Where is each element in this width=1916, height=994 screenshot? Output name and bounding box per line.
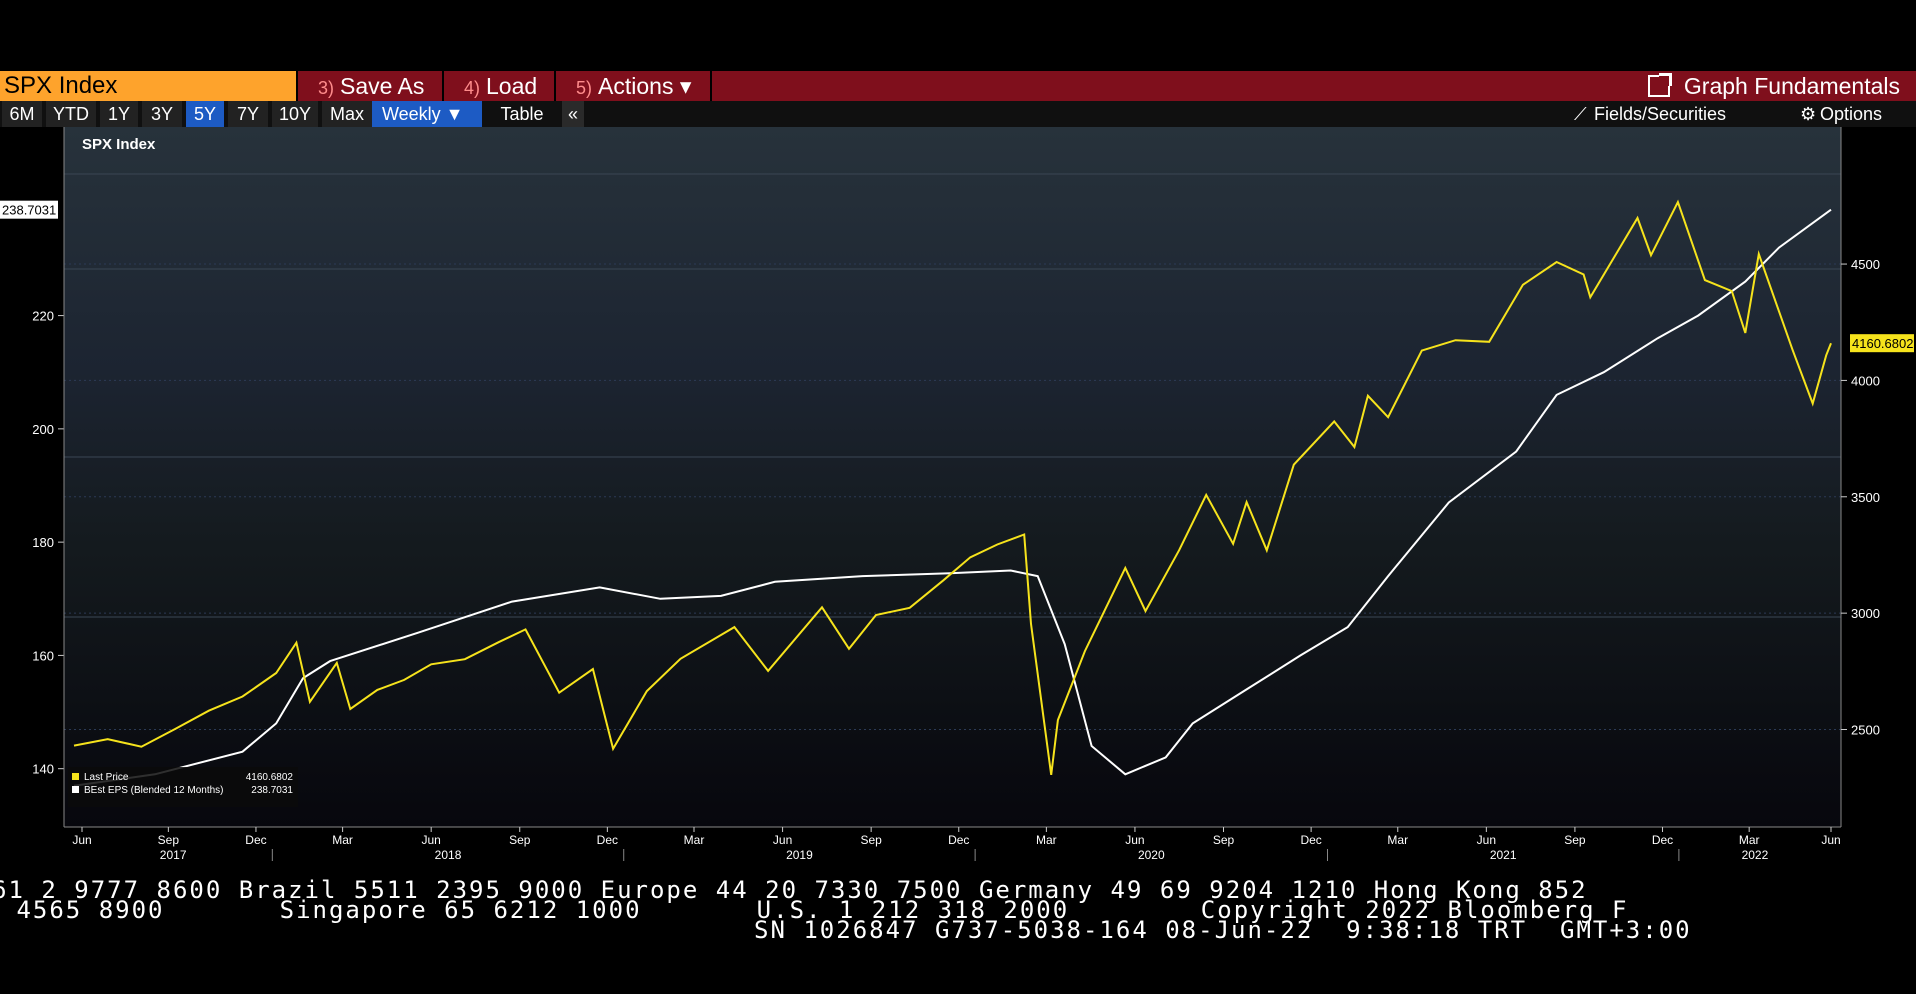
- last-value-left: 238.7031: [0, 200, 58, 219]
- footer: 61 2 9777 8600 Brazil 5511 2395 9000 Eur…: [0, 876, 1916, 988]
- eps-series-line: [73, 208, 1832, 787]
- last-value-left-label: 238.7031: [2, 203, 56, 218]
- x-year-label: 2021: [1490, 848, 1517, 862]
- options-label: Options: [1820, 104, 1883, 124]
- legend-swatch: [72, 773, 79, 780]
- collapse-button[interactable]: «: [562, 101, 584, 127]
- load-label: Load: [486, 73, 538, 99]
- x-tick-label: Mar: [1739, 833, 1760, 847]
- toolbar: [0, 71, 1916, 101]
- load-num: 4): [464, 78, 481, 98]
- range-button-10y[interactable]: 10Y: [272, 101, 318, 127]
- legend-label: BEst EPS (Blended 12 Months): [84, 785, 224, 796]
- footer-line-2: 4565 8900 Singapore 65 6212 1000 U.S. 1 …: [0, 896, 1629, 924]
- left-tick-label: 220: [32, 309, 54, 324]
- legend-swatch: [72, 786, 79, 793]
- fields-securities-button[interactable]: ⟋ Fields/Securities: [1566, 101, 1766, 127]
- left-tick-label: 180: [32, 535, 54, 550]
- left-tick-label: 160: [32, 648, 54, 663]
- x-year-label: 2022: [1742, 848, 1769, 862]
- range-button-ytd[interactable]: YTD: [46, 101, 96, 127]
- right-tick-label: 3500: [1851, 490, 1880, 505]
- price-series-line: [73, 199, 1832, 776]
- x-tick-label: Sep: [860, 833, 882, 847]
- range-button-6m[interactable]: 6M: [2, 101, 42, 127]
- actions-button[interactable]: 5) Actions ▾: [554, 71, 712, 101]
- x-tick-label: Dec: [245, 833, 266, 847]
- last-value-right-label: 4160.6802: [1852, 336, 1913, 351]
- plot-background: [64, 127, 1841, 827]
- options-button[interactable]: ⚙ Options: [1790, 101, 1916, 127]
- external-link-icon: [1647, 73, 1672, 97]
- range-button-3y[interactable]: 3Y: [142, 101, 182, 127]
- x-tick-label: Jun: [1821, 833, 1840, 847]
- x-tick-label: Mar: [684, 833, 705, 847]
- range-button-1y[interactable]: 1Y: [100, 101, 138, 127]
- chart-title: SPX Index: [82, 136, 156, 153]
- x-tick-label: Jun: [72, 833, 91, 847]
- legend-value: 238.7031: [251, 785, 293, 796]
- x-tick-label: Jun: [421, 833, 440, 847]
- chart: SPX Index 140 160 180 200 220 2500 3000 3500 40…: [0, 127, 1914, 862]
- x-tick-label: Jun: [1477, 833, 1496, 847]
- frequency-dropdown[interactable]: Weekly ▼: [372, 101, 482, 127]
- legend-label: Last Price: [84, 772, 129, 783]
- x-tick-label: Jun: [1125, 833, 1144, 847]
- left-tick-label: 200: [32, 422, 54, 437]
- right-tick-label: 4000: [1851, 373, 1880, 388]
- x-tick-label: Sep: [509, 833, 531, 847]
- load-button[interactable]: 4) Load: [442, 71, 554, 101]
- x-tick-label: Dec: [1300, 833, 1321, 847]
- actions-num: 5): [576, 78, 593, 98]
- x-year-label: 2020: [1138, 848, 1165, 862]
- last-value-right: 4160.6802: [1850, 334, 1914, 353]
- legend-box: [68, 767, 298, 807]
- save-as-button[interactable]: 3) Save As: [296, 71, 442, 101]
- table-button[interactable]: Table: [486, 101, 558, 127]
- x-tick-label: Mar: [1387, 833, 1408, 847]
- chart-icon: ⟋: [1574, 104, 1587, 124]
- range-button-max[interactable]: Max: [322, 101, 372, 127]
- x-tick-label: Dec: [948, 833, 969, 847]
- ticker-field[interactable]: SPX Index: [0, 71, 296, 101]
- gear-icon: ⚙: [1800, 104, 1817, 124]
- right-tick-label: 4500: [1851, 257, 1880, 272]
- save-label: Save As: [340, 73, 425, 99]
- x-year-label: 2017: [160, 848, 187, 862]
- footer-line-3: SN 1026847 G737-5038-164 08-Jun-22 9:38:…: [754, 916, 1692, 944]
- x-tick-label: Mar: [332, 833, 353, 847]
- x-tick-label: Jun: [773, 833, 792, 847]
- x-tick-label: Mar: [1036, 833, 1057, 847]
- save-num: 3): [318, 78, 335, 98]
- x-tick-label: Sep: [1213, 833, 1235, 847]
- range-button-5y[interactable]: 5Y: [186, 101, 224, 127]
- legend: Last Price 4160.6802 BEst EPS (Blended 12 …: [68, 767, 298, 807]
- x-year-label: 2019: [786, 848, 813, 862]
- actions-label: Actions ▾: [598, 73, 692, 99]
- x-tick-label: Dec: [597, 833, 618, 847]
- fields-label: Fields/Securities: [1594, 104, 1727, 124]
- x-tick-label: Sep: [158, 833, 180, 847]
- range-button-7y[interactable]: 7Y: [228, 101, 268, 127]
- right-tick-label: 2500: [1851, 723, 1880, 738]
- x-year-label: 2018: [435, 848, 462, 862]
- left-tick-label: 140: [32, 762, 54, 777]
- right-tick-label: 3000: [1851, 606, 1880, 621]
- graph-fundamentals-button[interactable]: Graph Fundamentals: [1647, 71, 1900, 101]
- x-tick-label: Sep: [1564, 833, 1586, 847]
- graph-fundamentals-label: Graph Fundamentals: [1683, 73, 1900, 99]
- x-tick-label: Dec: [1652, 833, 1673, 847]
- legend-value: 4160.6802: [246, 772, 294, 783]
- footer-line-1: 61 2 9777 8600 Brazil 5511 2395 9000 Eur…: [0, 876, 1588, 904]
